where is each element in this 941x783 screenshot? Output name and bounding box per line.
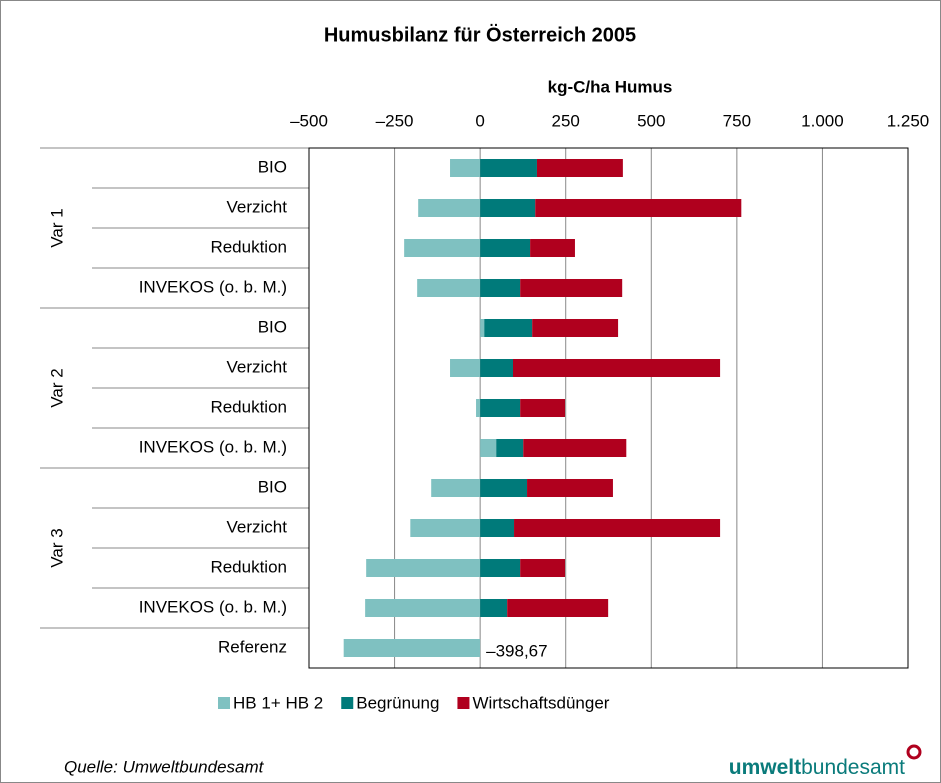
bar [520,559,566,577]
x-axis-label: kg-C/ha Humus [548,77,673,96]
bar [480,239,531,257]
x-tick-label: 500 [637,111,665,130]
bar [366,559,481,577]
y-tick-label: INVEKOS (o. b. M.) [139,437,287,456]
y-tick-label: Verzicht [227,357,288,376]
bar [450,359,481,377]
plot-border [308,147,909,669]
bar [530,239,575,257]
bar [520,399,566,417]
legend-label: HB 1+ HB 2 [233,693,323,712]
y-tick-label: INVEKOS (o. b. M.) [139,277,287,296]
bar [410,519,481,537]
bar [476,399,481,417]
group-label: Var 3 [47,528,66,567]
group-label: Var 1 [47,208,66,247]
x-tick-label: 250 [552,111,580,130]
bar [431,479,481,497]
bar [480,159,537,177]
bar [523,439,627,457]
bar [480,199,536,217]
chart-title: Humusbilanz für Österreich 2005 [324,23,636,46]
bar [507,599,609,617]
y-tick-label: Verzicht [227,517,288,536]
x-tick-label: 1.250 [887,111,930,130]
bar [480,279,521,297]
bar [532,319,619,337]
logo: umweltbundesamt [729,756,905,779]
bar [484,319,533,337]
bar [536,159,623,177]
x-tick-label: 0 [475,111,484,130]
bar [513,359,721,377]
bar [365,599,481,617]
bar [480,359,514,377]
x-tick-label: –250 [376,111,414,130]
x-tick-label: 750 [723,111,751,130]
logo-part: umwelt [729,756,801,779]
data-label: –398,67 [486,641,547,660]
logo-icon [906,744,922,760]
legend-label: Wirtschaftsdünger [472,693,609,712]
y-tick-label: Reduktion [210,237,287,256]
bar [480,319,485,337]
bar [480,519,515,537]
source: Quelle: Umweltbundesamt [64,757,265,776]
bar [480,599,508,617]
y-tick-label: Reduktion [210,397,287,416]
bar [418,199,481,217]
y-tick-label: INVEKOS (o. b. M.) [139,597,287,616]
bar [514,519,721,537]
bar [527,479,613,497]
legend-swatch [457,697,470,709]
y-tick-label: Verzicht [227,197,288,216]
legend-swatch [218,697,230,709]
x-tick-label: 1.000 [801,111,844,130]
bar [450,159,481,177]
legend-swatch [341,697,354,709]
x-tick-label: –500 [290,111,328,130]
group-label: Var 2 [47,368,66,407]
bar [343,639,481,657]
bar [480,439,497,457]
bar [404,239,481,257]
bar [480,479,528,497]
y-tick-label: BIO [258,317,287,336]
bar [480,559,521,577]
y-tick-label: BIO [258,477,287,496]
bar [480,399,521,417]
bar [520,279,623,297]
y-tick-label: Reduktion [210,557,287,576]
bar [535,199,742,217]
legend-label: Begrünung [356,693,439,712]
logo-part: bundesamt [801,756,905,779]
y-tick-label: BIO [258,157,287,176]
y-tick-label: Referenz [218,637,287,656]
bar [417,279,481,297]
bar [496,439,524,457]
